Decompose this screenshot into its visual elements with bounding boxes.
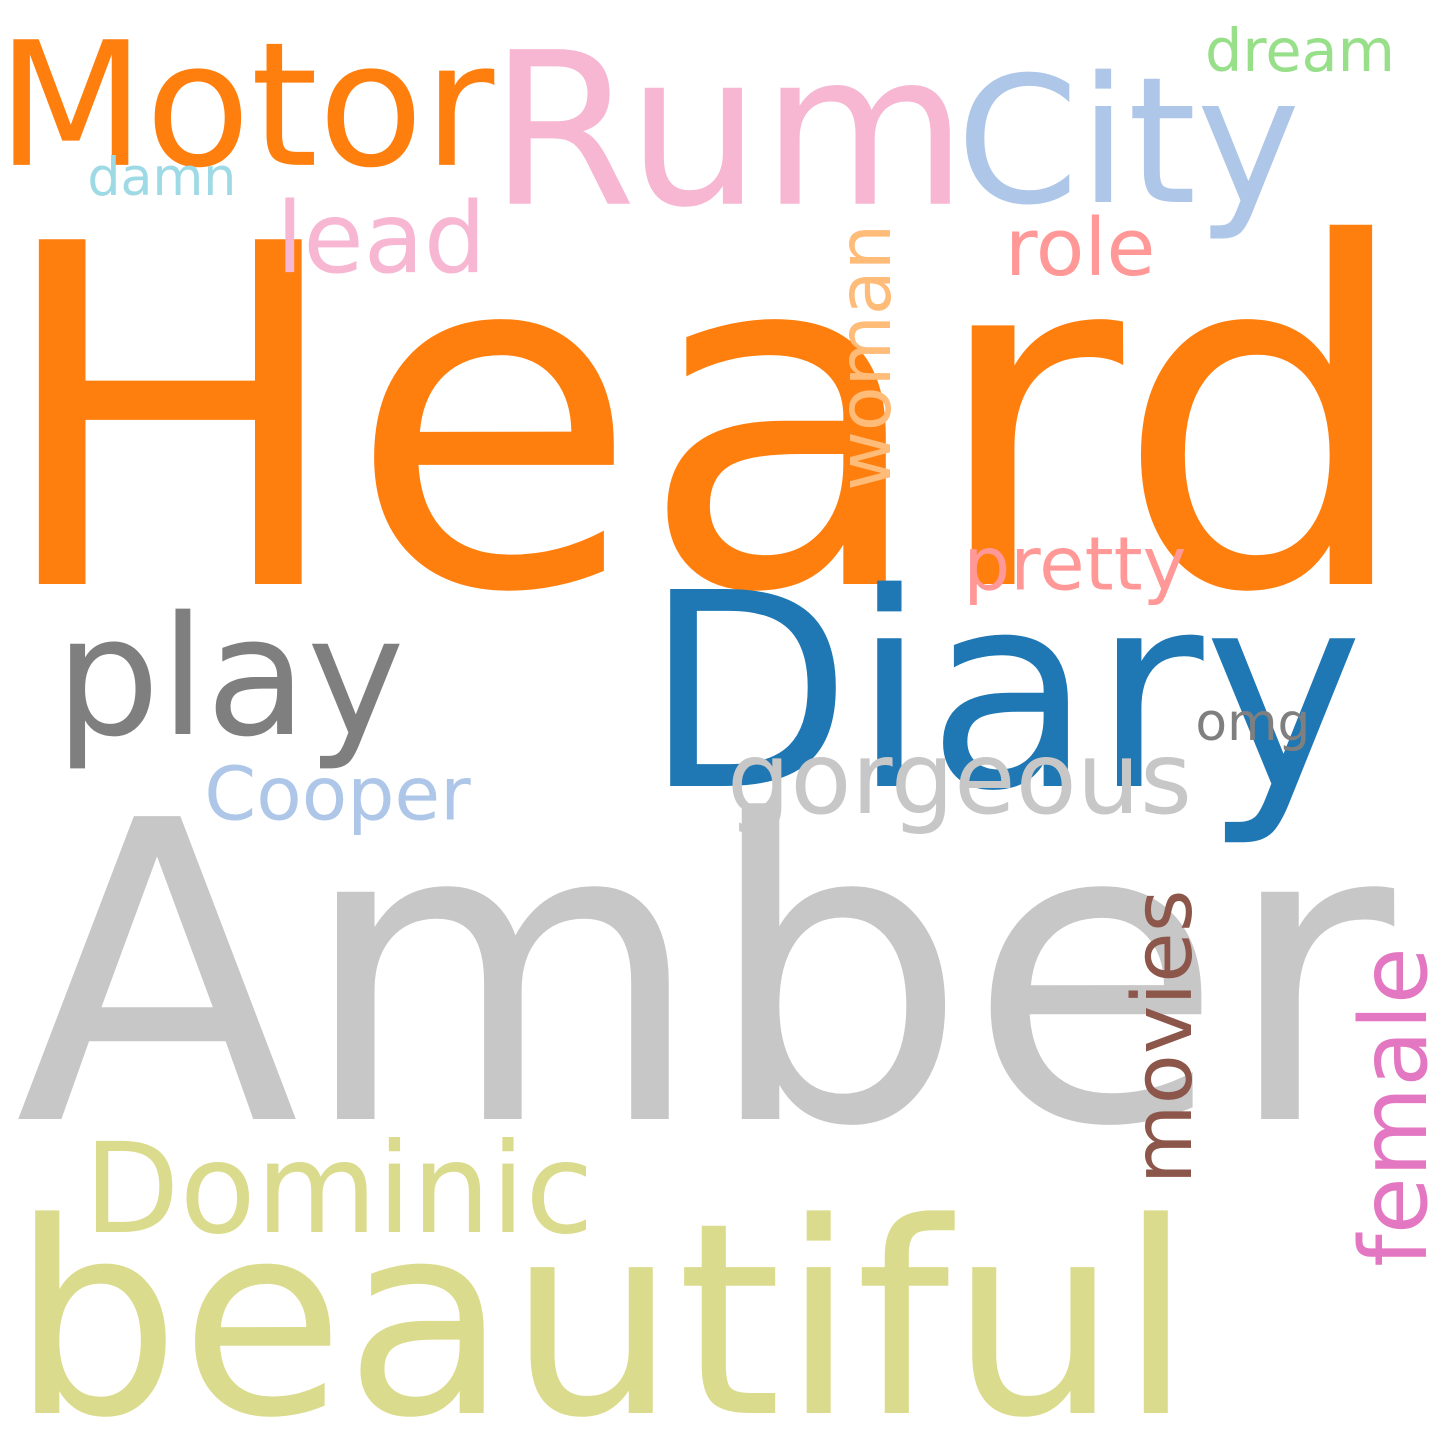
word-motor: Motor [0, 4, 495, 206]
word-gorgeous: gorgeous [727, 720, 1193, 838]
word-dominic: Dominic [83, 1117, 594, 1262]
word-city: City [956, 40, 1301, 244]
word-amber: Amber [15, 733, 1395, 1217]
word-dream: dream [1205, 16, 1395, 85]
word-diary: Diary [643, 535, 1364, 850]
word-beautiful: beautiful [10, 1165, 1193, 1440]
word-rum: Rum [488, 7, 968, 255]
word-cooper: Cooper [204, 750, 471, 838]
word-role: role [1004, 201, 1156, 294]
word-play: play [55, 581, 405, 773]
word-movies: movies [1116, 889, 1211, 1185]
word-female: female [1340, 947, 1440, 1267]
word-lead: lead [276, 182, 487, 296]
word-damn: damn [87, 148, 237, 208]
word-woman: woman [823, 223, 909, 491]
word-heard: Heard [0, 145, 1416, 696]
word-omg: omg [1195, 693, 1311, 754]
word-pretty: pretty [963, 521, 1187, 608]
